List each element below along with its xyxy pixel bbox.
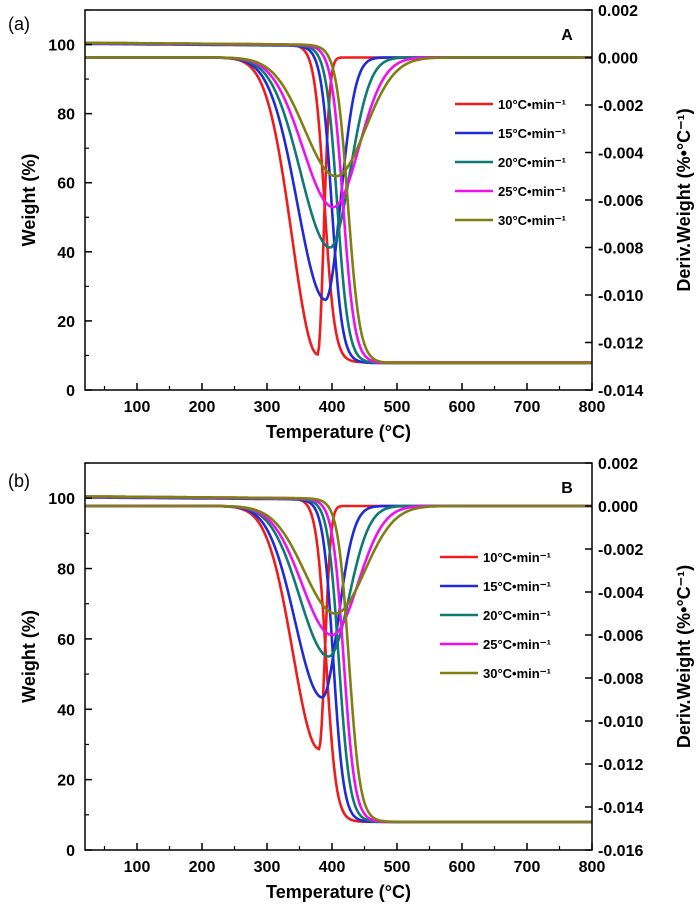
corner-label: B	[561, 480, 573, 497]
x-tick-label: 400	[319, 399, 346, 416]
legend-label: 25°C•min⁻¹	[483, 637, 551, 652]
y-tick-label: 0	[66, 383, 75, 400]
chart-panel-b: 100 200 300 400 500 600 700 800 0 20 40 60 80 100 -0.0…	[8, 456, 694, 902]
y-tick-label: 80	[57, 107, 75, 124]
dtg-curve-5	[85, 56, 592, 178]
panel-label: (b)	[8, 471, 30, 491]
y-tick-label: 40	[57, 245, 75, 262]
legend-label: 25°C•min⁻¹	[498, 184, 566, 199]
x-axis-label: Temperature (°C)	[266, 422, 411, 442]
x-tick-label: 400	[319, 859, 346, 876]
series-group	[85, 41, 592, 365]
corner-label: A	[561, 27, 573, 44]
legend-label: 10°C•min⁻¹	[498, 97, 566, 112]
y2-tick-label: -0.004	[598, 146, 643, 163]
y2-tick-label: -0.008	[598, 241, 643, 258]
y2-tick-label: -0.010	[598, 714, 643, 731]
x-tick-label: 800	[579, 399, 606, 416]
x-tick-label: 200	[189, 859, 216, 876]
x-tick-label: 500	[384, 859, 411, 876]
y2-tick-label: -0.002	[598, 98, 643, 115]
y2-tick-label: -0.004	[598, 585, 643, 602]
y-axis-label: Weight (%)	[19, 610, 39, 703]
y2-tick-label: -0.010	[598, 288, 643, 305]
y2-tick-label: -0.012	[598, 757, 643, 774]
chart-panel-a: 100 200 300 400 500 600 700 800 0 20 40 60 80 100 -0.0…	[8, 3, 694, 442]
legend-label: 30°C•min⁻¹	[483, 666, 551, 681]
legend-label: 30°C•min⁻¹	[498, 213, 566, 228]
tg-curve-5	[85, 495, 592, 824]
y2-tick-label: -0.012	[598, 336, 643, 353]
y2-tick-label: 0.002	[598, 3, 638, 20]
x-tick-label: 500	[384, 399, 411, 416]
y-tick-label: 0	[66, 843, 75, 860]
x-tick-label: 200	[189, 399, 216, 416]
x-axis-label: Temperature (°C)	[266, 882, 411, 902]
y-tick-label: 60	[57, 632, 75, 649]
x-tick-label: 600	[449, 859, 476, 876]
legend-label: 20°C•min⁻¹	[498, 155, 566, 170]
legend-label: 15°C•min⁻¹	[498, 126, 566, 141]
y2-axis-label: Deriv.Weight (%•°C⁻¹)	[674, 108, 694, 291]
y2-tick-label: -0.006	[598, 628, 643, 645]
x-tick-label: 800	[579, 859, 606, 876]
tg-curve-5	[85, 41, 592, 365]
y2-tick-label: -0.002	[598, 542, 643, 559]
panel-label: (a)	[8, 14, 30, 34]
y2-axis-label: Deriv.Weight (%•°C⁻¹)	[674, 565, 694, 748]
plot-frame	[84, 9, 593, 391]
y2-tick-label: -0.016	[598, 843, 643, 860]
y2-tick-label: 0.002	[598, 456, 638, 473]
dtg-curve-5	[85, 504, 592, 615]
x-tick-label: 700	[514, 859, 541, 876]
y-tick-label: 100	[48, 491, 75, 508]
y2-tick-label: 0.000	[598, 51, 638, 68]
y-tick-label: 20	[57, 773, 75, 790]
series-group	[85, 495, 592, 824]
y2-tick-label: -0.008	[598, 671, 643, 688]
x-tick-label: 700	[514, 399, 541, 416]
y2-tick-label: -0.006	[598, 193, 643, 210]
x-tick-label: 100	[124, 399, 151, 416]
y-tick-label: 20	[57, 314, 75, 331]
legend-label: 15°C•min⁻¹	[483, 579, 551, 594]
plot-frame	[84, 462, 593, 851]
y2-tick-label: -0.014	[598, 383, 643, 400]
legend-label: 10°C•min⁻¹	[483, 550, 551, 565]
y-tick-label: 60	[57, 176, 75, 193]
y2-tick-label: -0.014	[598, 800, 643, 817]
legend-label: 20°C•min⁻¹	[483, 608, 551, 623]
x-tick-label: 300	[254, 399, 281, 416]
y-tick-label: 80	[57, 562, 75, 579]
y2-tick-label: 0.000	[598, 499, 638, 516]
legend: 10°C•min⁻¹ 15°C•min⁻¹ 20°C•min⁻¹ 25°C•min⁻¹…	[455, 97, 566, 228]
x-tick-label: 600	[449, 399, 476, 416]
legend: 10°C•min⁻¹ 15°C•min⁻¹ 20°C•min⁻¹ 25°C•min⁻¹…	[440, 550, 551, 681]
y-tick-label: 40	[57, 702, 75, 719]
x-tick-label: 300	[254, 859, 281, 876]
x-tick-label: 100	[124, 859, 151, 876]
y-axis-label: Weight (%)	[19, 154, 39, 247]
y-tick-label: 100	[48, 38, 75, 55]
